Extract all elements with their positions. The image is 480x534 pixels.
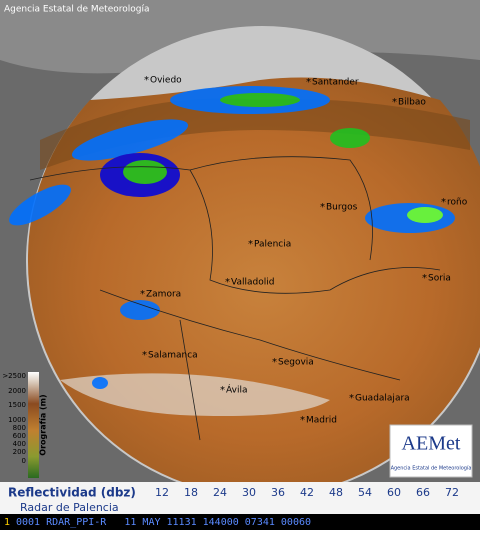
status-text: 0001 RDAR_PPI-R 11 MAY 11131 144000 0734… [16, 517, 311, 528]
level-label: 36 [271, 486, 285, 499]
city-label: Burgos [326, 203, 358, 213]
orography-title: Orografía (m) [39, 394, 48, 455]
city-label: Valladolid [231, 278, 274, 288]
level-label: 48 [329, 486, 343, 499]
city-labels: * Oviedo * Santander* Bilbao* Burgos * roño* Pal… [140, 75, 468, 426]
city-marker: * [248, 239, 253, 250]
orography-tick-label: 2000 [8, 387, 26, 395]
city-label: Ávila [226, 384, 247, 396]
level-label: 54 [358, 486, 372, 499]
city-marker: * [140, 289, 145, 300]
city-marker: * [300, 415, 305, 426]
city-label: Soria [428, 274, 451, 284]
city-marker: * [306, 77, 311, 88]
level-label: 24 [213, 486, 227, 499]
level-label: 12 [155, 486, 169, 499]
status-flag: 1 [4, 517, 10, 528]
orography-tick-label: >2500 [2, 372, 26, 380]
city-label: roño [447, 198, 468, 208]
city-marker: * [441, 197, 446, 208]
city-label: Salamanca [148, 351, 198, 361]
city-label: Zamora [146, 290, 181, 300]
city-label: Bilbao [398, 98, 426, 108]
sierra [60, 373, 330, 416]
borders [29, 156, 441, 441]
logo-subtitle: Agencia Estatal de Meteorología [391, 465, 472, 472]
city-marker: * [142, 350, 147, 361]
city-label: Madrid [306, 416, 337, 426]
status-bar [0, 514, 480, 530]
city-label: Oviedo [150, 76, 182, 86]
level-label: 60 [387, 486, 401, 499]
level-label: 18 [184, 486, 198, 499]
city-label: Guadalajara [355, 394, 410, 404]
orography-tick-label: 1500 [8, 401, 26, 409]
city-marker: * [144, 75, 149, 86]
radar-name: Radar de Palencia [20, 501, 119, 514]
orography-tick-label: 600 [13, 432, 26, 440]
mountains [40, 98, 470, 170]
logo-box [389, 424, 473, 478]
precipitation [9, 86, 455, 389]
city-marker: * [392, 97, 397, 108]
orography-tick-label: 0 [22, 457, 26, 465]
city-marker: * [422, 273, 427, 284]
logo: AEMet [402, 433, 461, 455]
city-marker: * [320, 202, 325, 213]
city-marker: * [225, 277, 230, 288]
city-marker: * [272, 357, 277, 368]
agency-header: Agencia Estatal de Meteorología [4, 5, 150, 15]
level-label: 30 [242, 486, 256, 499]
orography-tick-label: 200 [13, 448, 26, 456]
level-label: 72 [445, 486, 459, 499]
orography-tick-label: 1000 [8, 416, 26, 424]
orography-tick-label: 400 [13, 440, 26, 448]
legend-panel [0, 482, 480, 514]
level-label: 66 [416, 486, 430, 499]
orography-scale [28, 372, 39, 478]
city-label: Palencia [254, 240, 291, 250]
city-label: Segovia [278, 358, 314, 368]
city-label: Santander [312, 78, 359, 88]
city-marker: * [349, 393, 354, 404]
city-marker: * [220, 385, 225, 396]
level-label: 42 [300, 486, 314, 499]
orography-tick-label: 800 [13, 424, 26, 432]
legend-title: Reflectividad (dbz) [8, 486, 136, 500]
